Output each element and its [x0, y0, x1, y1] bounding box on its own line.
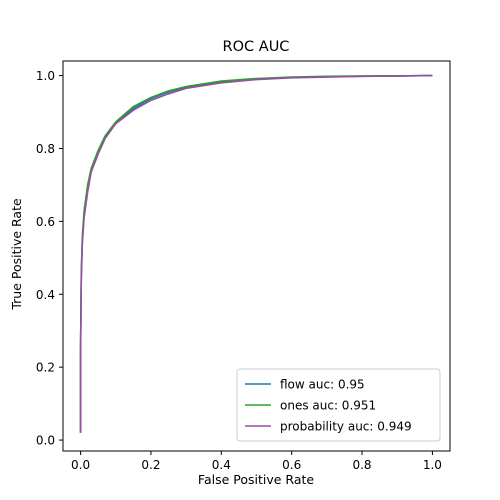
y-tick-label: 0.6 — [36, 215, 55, 229]
legend-label-1: ones auc: 0.951 — [280, 399, 376, 413]
x-axis-label: False Positive Rate — [198, 472, 314, 487]
legend: flow auc: 0.95 ones auc: 0.951 probability… — [236, 368, 441, 442]
x-tick-label: 0.6 — [282, 458, 301, 472]
legend-label-2: probability auc: 0.949 — [280, 420, 412, 434]
legend-label-0: flow auc: 0.95 — [280, 378, 365, 392]
y-tick-label: 0.0 — [36, 434, 55, 448]
y-tick-label: 0.2 — [36, 361, 55, 375]
y-tick-label: 0.4 — [36, 288, 55, 302]
x-tick-label: 0.2 — [141, 458, 160, 472]
series-line-2 — [79, 74, 433, 433]
x-tick-label: 1.0 — [423, 458, 442, 472]
plot-area — [62, 60, 451, 452]
legend-box — [236, 368, 441, 442]
plot-frame — [62, 60, 451, 452]
y-tick-label: 0.8 — [36, 142, 55, 156]
x-tick-label: 0.0 — [71, 458, 90, 472]
y-axis-label: True Positive Rate — [9, 198, 24, 311]
y-axis: 0.0 0.2 0.4 0.6 0.8 1.0 — [36, 69, 63, 448]
x-axis: 0.0 0.2 0.4 0.6 0.8 1.0 — [71, 451, 442, 472]
y-tick-label: 1.0 — [36, 69, 55, 83]
x-tick-label: 0.8 — [352, 458, 371, 472]
x-tick-label: 0.4 — [212, 458, 231, 472]
chart-title: ROC AUC — [223, 39, 290, 55]
